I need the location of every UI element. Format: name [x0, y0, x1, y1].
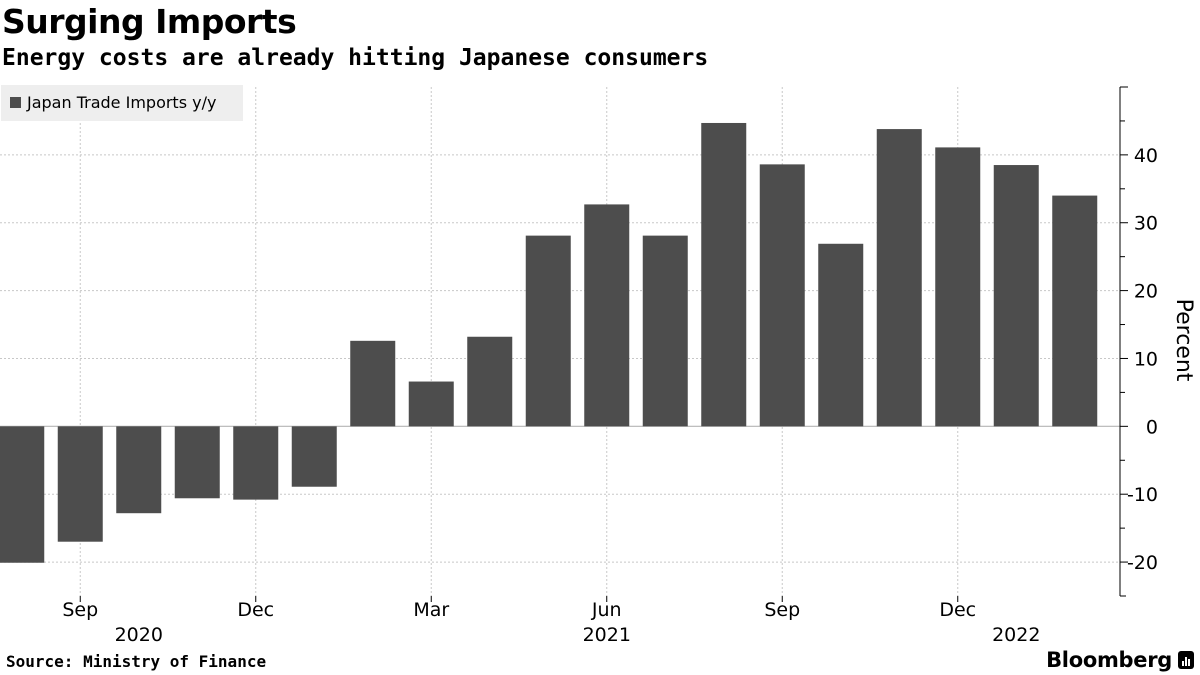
bar — [759, 164, 805, 427]
y-tick-label: -10 — [1127, 484, 1158, 506]
x-tick-label: Sep — [764, 599, 800, 621]
source-note: Source: Ministry of Finance — [6, 652, 267, 671]
bar — [0, 426, 45, 563]
x-tick-label: Dec — [237, 599, 274, 621]
y-tick-label: 20 — [1134, 281, 1158, 303]
bar — [818, 243, 864, 427]
bar — [174, 426, 220, 499]
bar — [642, 235, 688, 427]
y-tick-label: 0 — [1146, 416, 1158, 438]
brand-name: Bloomberg — [1046, 648, 1172, 672]
chart-title: Surging Imports — [2, 2, 297, 41]
legend-box — [1, 85, 243, 121]
bar — [701, 122, 747, 427]
y-tick-label: 40 — [1134, 145, 1158, 167]
x-year-label: 2022 — [992, 624, 1040, 646]
legend-label: Japan Trade Imports y/y — [26, 93, 216, 112]
bar — [1052, 195, 1098, 427]
bar — [291, 426, 337, 487]
x-tick-label: Jun — [591, 599, 622, 621]
bloomberg-terminal-icon — [1178, 651, 1194, 669]
bar — [408, 381, 454, 427]
x-tick-label: Mar — [413, 599, 449, 621]
bar — [993, 165, 1039, 427]
bar — [935, 147, 981, 427]
bar — [57, 426, 103, 542]
x-year-label: 2021 — [583, 624, 631, 646]
legend-swatch — [10, 97, 21, 108]
bar — [467, 336, 513, 427]
y-tick-label: -20 — [1127, 552, 1158, 574]
bar — [876, 129, 922, 427]
bar — [350, 340, 396, 427]
x-year-label: 2020 — [115, 624, 163, 646]
y-axis-title: Percent — [1171, 299, 1196, 382]
bar — [116, 426, 162, 514]
y-tick-label: 10 — [1134, 348, 1158, 370]
brand: Bloomberg — [1046, 648, 1194, 672]
bar — [584, 204, 630, 427]
chart-subtitle: Energy costs are already hitting Japanes… — [2, 45, 709, 71]
y-tick-label: 30 — [1134, 213, 1158, 235]
x-tick-label: Dec — [939, 599, 976, 621]
x-tick-label: Sep — [62, 599, 98, 621]
bar — [233, 426, 279, 500]
bar — [525, 235, 571, 427]
